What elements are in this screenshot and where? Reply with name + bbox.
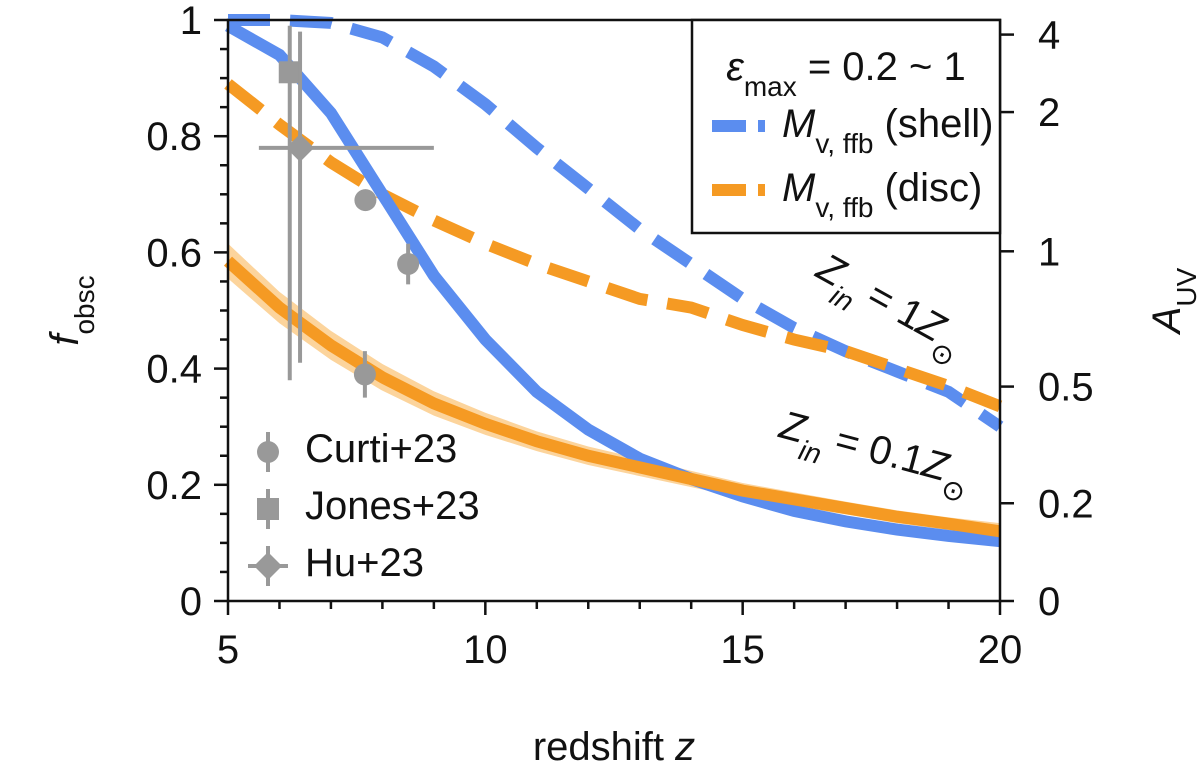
- y2-axis-label-part: UV: [1171, 267, 1200, 306]
- annotation: Zin = 0.1Z⊙: [771, 403, 975, 508]
- legend-title-part: = 0.2 ~ 1: [797, 45, 966, 89]
- legend-label: Curti+23: [305, 427, 457, 471]
- x-axis-label-part: redshift: [533, 725, 675, 769]
- y-tick-label: 1: [180, 0, 202, 43]
- marker: [286, 133, 315, 162]
- y2-axis-label: AUV: [1145, 267, 1200, 335]
- y-tick-label: 0.4: [146, 348, 202, 392]
- line: [225, 20, 1001, 548]
- legend-label-part: (disc): [873, 166, 982, 210]
- x-tick-label: 15: [720, 628, 765, 672]
- marker: [353, 363, 376, 386]
- legend-label-part: M: [782, 102, 816, 146]
- legend-marker: [257, 441, 279, 463]
- legend-title-part: max: [744, 71, 797, 102]
- y-tick-label: 0.8: [146, 115, 202, 159]
- y-tick-label: 0.2: [146, 464, 202, 508]
- line: [224, 79, 1003, 412]
- x-tick-label: 20: [978, 628, 1023, 672]
- annotation-part: = 0.1: [820, 415, 929, 484]
- y2-tick-label: 0.5: [1038, 366, 1094, 410]
- y-tick-label: 0: [180, 580, 202, 624]
- y-axis-label: fobsc: [43, 275, 100, 345]
- legend-marker: [254, 552, 282, 580]
- y-axis-label-part: obsc: [69, 275, 100, 334]
- annotation: Zin = 1Z⊙: [803, 245, 973, 373]
- legend-label-part: v, ffb: [815, 192, 873, 223]
- legend-title: εmax = 0.2 ~ 1: [726, 45, 966, 102]
- y2-tick-label: 4: [1038, 14, 1060, 58]
- legend-label: Mv, ffb (shell): [782, 102, 993, 159]
- marker: [397, 253, 420, 276]
- x-axis-label-part: z: [674, 725, 695, 769]
- line: [223, 256, 1001, 538]
- y2-tick-label: 0: [1038, 580, 1060, 624]
- y-tick-label: 0.6: [146, 231, 202, 275]
- legend-marker: [257, 498, 279, 520]
- legend-label-part: M: [782, 166, 816, 210]
- y2-tick-label: 2: [1038, 91, 1060, 135]
- legend-label-part: (shell): [873, 102, 993, 146]
- legend-label-part: v, ffb: [815, 128, 873, 159]
- y2-axis-label-part: A: [1145, 307, 1189, 336]
- legend-label: Hu+23: [305, 541, 424, 585]
- y2-tick-label: 0.2: [1038, 482, 1094, 526]
- legend-label: Jones+23: [305, 484, 480, 528]
- x-tick-label: 10: [463, 628, 508, 672]
- x-tick-label: 5: [217, 628, 239, 672]
- marker: [354, 189, 377, 212]
- legend-title-part: ε: [726, 45, 745, 89]
- marker: [278, 61, 301, 84]
- legend-label: Mv, ffb (disc): [782, 166, 982, 223]
- x-axis-label: redshift z: [533, 725, 695, 769]
- y2-tick-label: 1: [1038, 230, 1060, 274]
